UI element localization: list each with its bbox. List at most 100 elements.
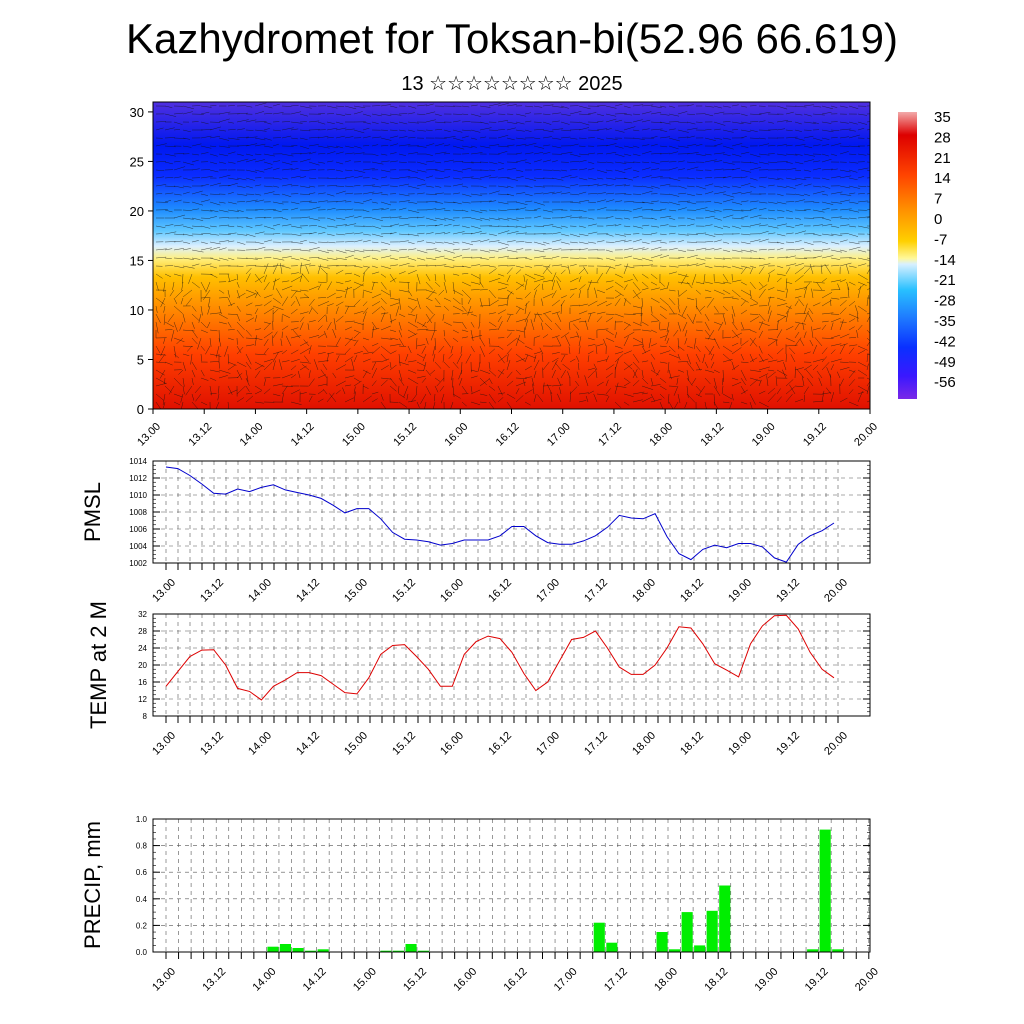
y-tick-label: 1010	[129, 491, 147, 500]
pmsl-grid	[153, 460, 870, 564]
heatmap-x-tick-label: 18.12	[699, 421, 727, 449]
x-tick-label: 20.00	[822, 730, 850, 758]
pmsl-series-line	[165, 466, 835, 563]
heatmap-x-tick-label: 15.00	[340, 421, 368, 449]
y-tick-label: 32	[138, 610, 147, 619]
colorbar-labels: 35 28 21 14 7 0 -7 -14 -21 -28 -35 -42 -49 -56	[934, 109, 956, 391]
heatmap-y-tick-label: 20	[130, 204, 144, 219]
y-tick-label: 1006	[129, 525, 147, 534]
temp-axes: 32 28 24 20 16 12 813.00 13.12 14.00 14.12 15.00 15…	[138, 610, 870, 758]
y-tick-label: 1008	[129, 508, 147, 517]
chart-title: Kazhydromet for Toksan-bi(52.96 66.619)	[126, 15, 898, 62]
y-tick-label: 1014	[129, 457, 147, 466]
heatmap-x-tick-label: 20.00	[852, 421, 880, 449]
cross-section-panel: 0 5 10 15 20 25 30 13.00 13.12 14.00 14.12 15.00 15…	[130, 101, 880, 449]
y-tick-label: 1012	[129, 474, 147, 483]
x-tick-label: 13.00	[150, 577, 178, 605]
precip-bar	[392, 950, 404, 952]
x-tick-label: 14.00	[246, 577, 274, 605]
precip-axes: 1.0 0.8 0.6 0.4 0.2 0.013.00 13.12 14.00 14.12 15…	[136, 815, 881, 994]
x-tick-label: 14.12	[294, 577, 322, 605]
precip-bar	[267, 946, 279, 952]
x-tick-label: 20.00	[853, 966, 881, 994]
x-tick-label: 18.12	[678, 730, 706, 758]
precip-bar	[418, 950, 430, 952]
colorbar-label: -21	[934, 272, 956, 289]
x-tick-label: 18.00	[630, 730, 658, 758]
x-tick-label: 15.00	[351, 966, 379, 994]
colorbar-strip	[898, 112, 917, 399]
colorbar-label: -14	[934, 252, 956, 269]
precip-bar	[292, 948, 304, 952]
x-tick-label: 15.12	[401, 966, 429, 994]
colorbar-label: -28	[934, 293, 956, 310]
precip-bar	[656, 932, 668, 952]
x-tick-label: 17.12	[582, 730, 610, 758]
heatmap-x-axis: 13.00 13.12 14.00 14.12 15.00 15.12 16.00 16.12…	[135, 409, 880, 449]
colorbar-label: 35	[934, 109, 951, 126]
precip-bar	[819, 829, 831, 952]
precip-bar	[279, 944, 291, 952]
colorbar-label: 7	[934, 191, 942, 208]
precip-bar	[706, 910, 718, 952]
colorbar: 35 28 21 14 7 0 -7 -14 -21 -28 -35 -42 -49 -56	[898, 109, 956, 399]
x-tick-label: 20.00	[822, 577, 850, 605]
colorbar-label: -35	[934, 313, 956, 330]
precip-bar	[807, 949, 819, 952]
temp-panel: 32 28 24 20 16 12 813.00 13.12 14.00 14.12 15.00 15…	[86, 601, 871, 758]
chart-subtitle: 13 ☆☆☆☆☆☆☆☆ 2025	[401, 73, 623, 95]
temp-grid	[153, 613, 870, 717]
heatmap-x-tick-label: 15.12	[391, 421, 419, 449]
heatmap-y-tick-label: 25	[130, 154, 144, 169]
colorbar-label: -56	[934, 374, 956, 391]
heatmap-x-tick-label: 19.00	[750, 421, 778, 449]
x-tick-label: 13.00	[150, 730, 178, 758]
x-tick-label: 14.12	[301, 966, 329, 994]
y-tick-label: 0.8	[136, 842, 148, 851]
y-tick-label: 0.6	[136, 868, 148, 877]
precip-ylabel: PRECIP, mm	[80, 821, 105, 949]
heatmap-x-tick-label: 13.00	[135, 421, 163, 449]
precip-bar	[305, 950, 317, 952]
heatmap-x-tick-label: 16.00	[442, 421, 470, 449]
x-tick-label: 13.00	[150, 966, 178, 994]
colorbar-label: -42	[934, 333, 956, 350]
y-tick-label: 16	[138, 678, 147, 687]
heatmap-x-tick-label: 16.12	[494, 421, 522, 449]
y-tick-label: 1004	[129, 542, 147, 551]
x-tick-label: 14.00	[246, 730, 274, 758]
wind-vector-field	[155, 102, 870, 409]
colorbar-label: 14	[934, 170, 951, 187]
colorbar-label: 21	[934, 150, 951, 167]
x-tick-label: 17.12	[602, 966, 630, 994]
heatmap-x-tick-label: 14.12	[289, 421, 317, 449]
y-tick-label: 1.0	[136, 815, 148, 824]
x-tick-label: 19.00	[753, 966, 781, 994]
x-tick-label: 17.12	[582, 577, 610, 605]
heatmap-y-tick-label: 0	[137, 402, 144, 417]
precip-bar	[681, 912, 693, 952]
x-tick-label: 13.12	[200, 966, 228, 994]
wind-vectors-path	[155, 102, 870, 409]
x-tick-label: 19.00	[726, 730, 754, 758]
x-tick-label: 18.00	[652, 966, 680, 994]
heatmap-y-tick-label: 30	[130, 105, 144, 120]
y-tick-label: 24	[138, 644, 147, 653]
x-tick-label: 14.00	[251, 966, 279, 994]
heatmap-x-tick-label: 18.00	[647, 421, 675, 449]
x-tick-label: 19.12	[803, 966, 831, 994]
x-tick-label: 19.12	[774, 577, 802, 605]
precip-bar	[317, 949, 329, 952]
pmsl-ylabel: PMSL	[80, 482, 105, 542]
y-tick-label: 0.4	[136, 895, 148, 904]
y-tick-label: 28	[138, 627, 147, 636]
x-tick-label: 13.12	[198, 730, 226, 758]
heatmap-y-axis: 0 5 10 15 20 25 30	[130, 105, 153, 417]
x-tick-label: 16.00	[438, 577, 466, 605]
colorbar-label: -7	[934, 231, 947, 248]
heatmap-x-tick-label: 14.00	[238, 421, 266, 449]
precip-frame	[152, 818, 871, 953]
